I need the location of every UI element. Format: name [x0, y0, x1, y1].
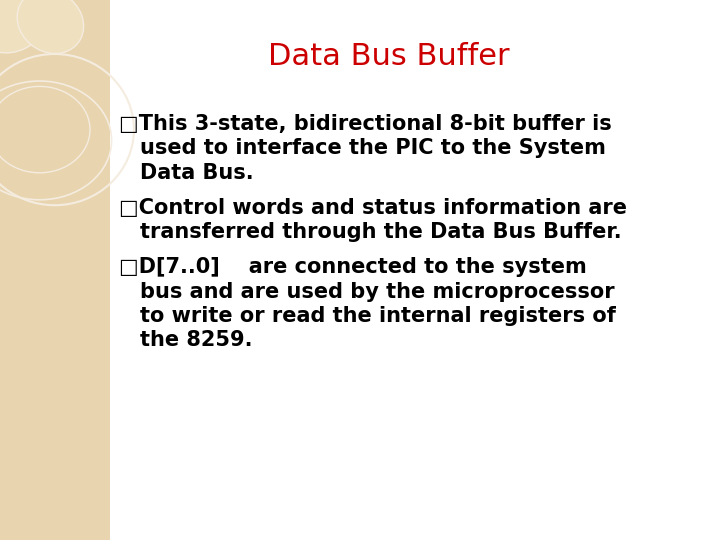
Ellipse shape	[0, 0, 53, 53]
Ellipse shape	[17, 0, 84, 53]
Text: bus and are used by the microprocessor: bus and are used by the microprocessor	[140, 281, 615, 302]
Text: Data Bus.: Data Bus.	[140, 163, 254, 183]
Text: transferred through the Data Bus Buffer.: transferred through the Data Bus Buffer.	[140, 222, 622, 242]
Text: the 8259.: the 8259.	[140, 330, 253, 350]
Text: used to interface the PIC to the System: used to interface the PIC to the System	[140, 138, 606, 159]
Text: to write or read the internal registers of: to write or read the internal registers …	[140, 306, 616, 326]
Text: □Control words and status information are: □Control words and status information ar…	[119, 198, 627, 218]
Text: □This 3-state, bidirectional 8-bit buffer is: □This 3-state, bidirectional 8-bit buffe…	[119, 114, 611, 134]
Bar	[0, 0, 110, 540]
Text: Data Bus Buffer: Data Bus Buffer	[268, 42, 510, 71]
Text: □D[7..0]    are connected to the system: □D[7..0] are connected to the system	[119, 257, 587, 278]
